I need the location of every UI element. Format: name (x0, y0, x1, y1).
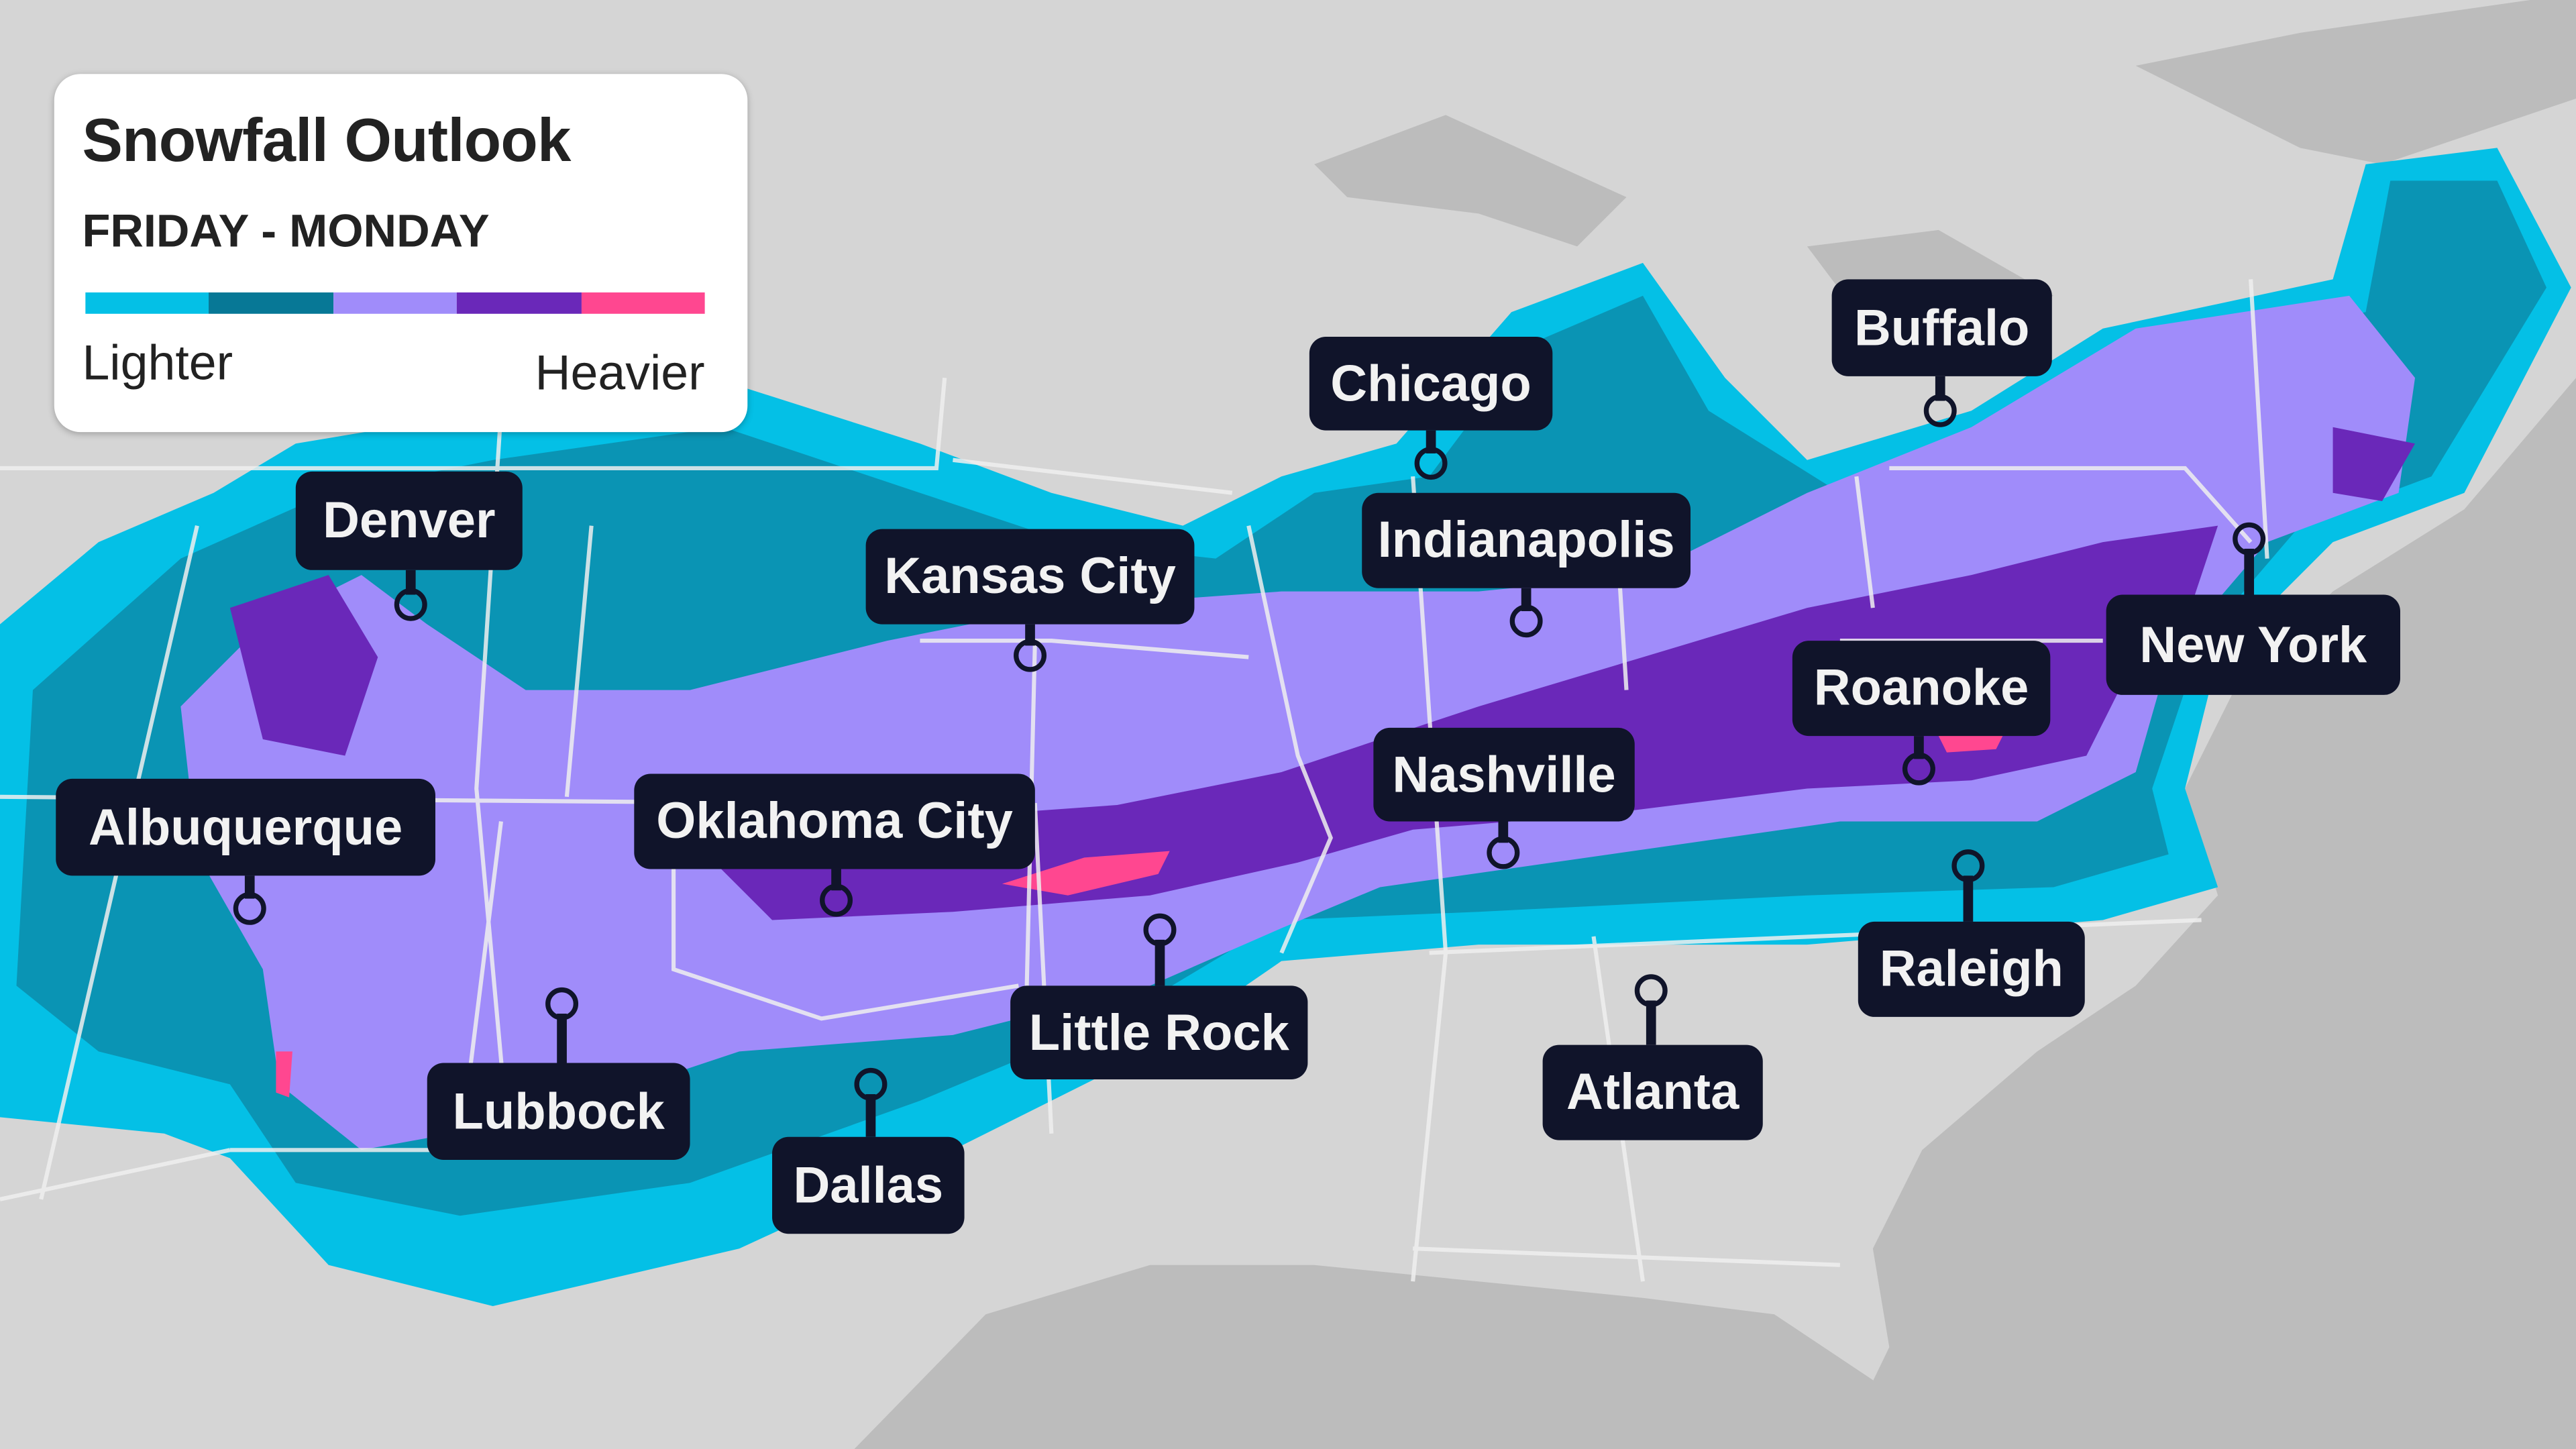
city-label-albuquerque[interactable]: Albuquerque (56, 778, 435, 876)
city-location-marker-icon[interactable] (394, 588, 427, 621)
city-location-marker-icon[interactable] (1923, 394, 1957, 427)
city-marker-stem (557, 1014, 567, 1063)
city-label-dallas[interactable]: Dallas (772, 1136, 965, 1234)
snow-band-medium (180, 295, 2416, 1150)
city-label-buffalo[interactable]: Buffalo (1831, 279, 2052, 376)
city-location-marker-icon[interactable] (854, 1067, 888, 1101)
city-marker-stem (1963, 875, 1974, 922)
scale-swatch-3 (333, 292, 458, 314)
city-marker-stem (865, 1094, 876, 1137)
legend-color-scale (85, 292, 705, 314)
city-label-oklahoma-city[interactable]: Oklahoma City (634, 773, 1035, 869)
city-location-marker-icon[interactable] (545, 987, 579, 1020)
city-label-denver[interactable]: Denver (295, 471, 523, 570)
city-label-indianapolis[interactable]: Indianapolis (1362, 492, 1691, 588)
city-location-marker-icon[interactable] (233, 892, 266, 925)
city-label-new-york[interactable]: New York (2106, 594, 2400, 695)
city-marker-stem (1646, 1000, 1656, 1045)
city-marker-stem (1155, 939, 1165, 986)
city-location-marker-icon[interactable] (1634, 974, 1668, 1008)
legend-low-label: Lighter (82, 337, 233, 391)
legend-panel: Snowfall Outlook FRIDAY - MONDAY Lighter… (54, 74, 748, 433)
city-location-marker-icon[interactable] (2233, 522, 2266, 555)
legend-high-label: Heavier (535, 346, 705, 401)
legend-period: FRIDAY - MONDAY (82, 205, 490, 257)
city-location-marker-icon[interactable] (1487, 836, 1520, 869)
scale-swatch-1 (85, 292, 210, 314)
city-label-chicago[interactable]: Chicago (1309, 337, 1553, 431)
great-lakes (1314, 0, 2576, 329)
city-location-marker-icon[interactable] (1902, 752, 1935, 786)
city-location-marker-icon[interactable] (1414, 447, 1448, 480)
scale-swatch-5 (581, 292, 705, 314)
city-label-nashville[interactable]: Nashville (1373, 727, 1635, 822)
city-location-marker-icon[interactable] (1143, 913, 1177, 947)
scale-swatch-2 (209, 292, 333, 314)
city-label-atlanta[interactable]: Atlanta (1542, 1044, 1763, 1140)
scale-swatch-4 (457, 292, 582, 314)
city-label-roanoke[interactable]: Roanoke (1792, 641, 2051, 737)
city-location-marker-icon[interactable] (1509, 604, 1543, 638)
city-location-marker-icon[interactable] (1014, 639, 1047, 672)
city-location-marker-icon[interactable] (820, 883, 853, 917)
city-marker-stem (2244, 548, 2255, 595)
city-location-marker-icon[interactable] (1951, 849, 1985, 883)
city-label-lubbock[interactable]: Lubbock (427, 1063, 690, 1160)
gulf-of-mexico (854, 1265, 1890, 1449)
city-label-kansas-city[interactable]: Kansas City (865, 529, 1195, 625)
city-label-little-rock[interactable]: Little Rock (1010, 985, 1308, 1079)
legend-title: Snowfall Outlook (82, 107, 571, 174)
city-label-raleigh[interactable]: Raleigh (1858, 921, 2085, 1017)
